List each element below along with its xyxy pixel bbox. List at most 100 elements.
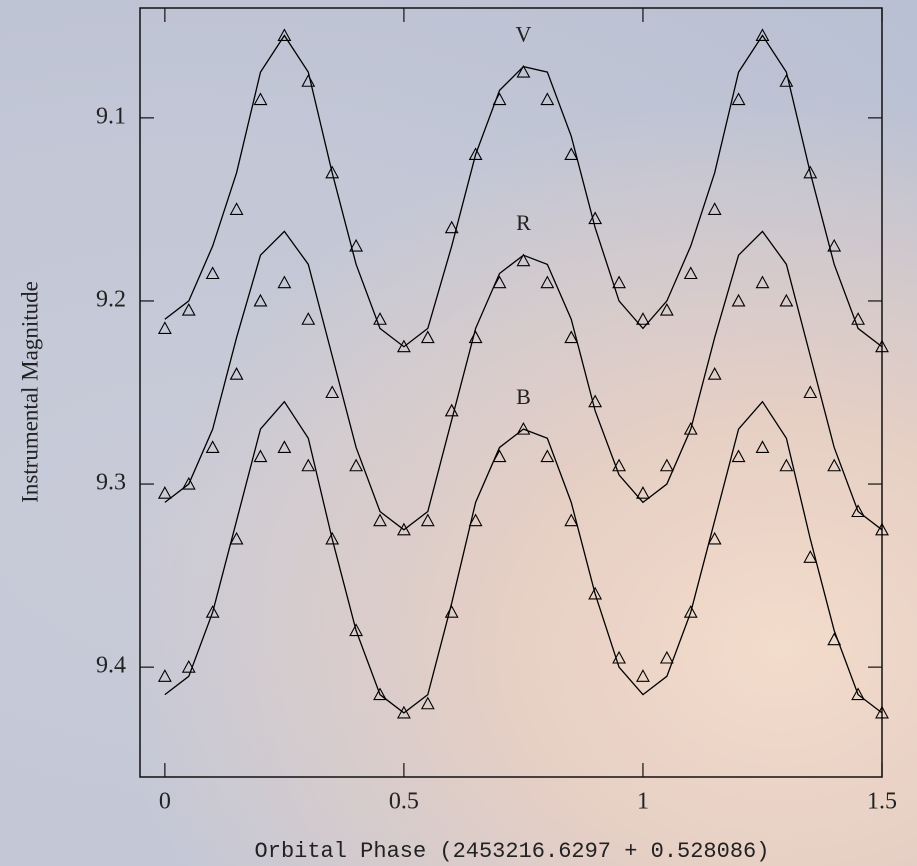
data-point: [755, 440, 770, 453]
data-point: [301, 74, 316, 87]
data-point: [636, 669, 650, 682]
band-label: V: [515, 22, 531, 47]
data-point: [181, 659, 196, 673]
data-point: [683, 605, 698, 618]
data-point: [875, 339, 889, 353]
data-point: [851, 312, 866, 325]
data-point: [612, 650, 626, 664]
x-tick-label: 0: [159, 789, 171, 815]
data-point: [301, 458, 316, 472]
data-point: [373, 513, 387, 527]
band-label: R: [516, 210, 531, 235]
data-point: [731, 92, 746, 106]
data-point: [516, 64, 531, 78]
data-point: [253, 92, 268, 106]
data-point: [516, 421, 531, 435]
data-point: [157, 486, 172, 499]
data-point: [564, 513, 579, 527]
data-point: [492, 92, 507, 106]
data-point: [420, 696, 435, 710]
data-point: [205, 605, 220, 618]
data-point: [540, 449, 555, 463]
y-tick-label: 9.3: [96, 470, 126, 496]
data-point: [707, 367, 722, 380]
model-curve: [164, 34, 883, 348]
data-point: [875, 705, 889, 719]
model-curve: [164, 400, 883, 714]
data-point: [181, 476, 196, 490]
data-point: [540, 275, 555, 289]
data-point: [827, 632, 842, 646]
x-tick-label: 1.5: [867, 789, 897, 815]
data-point: [205, 440, 220, 453]
data-point: [731, 293, 746, 307]
data-point: [325, 385, 340, 399]
x-tick-label: 1: [637, 789, 649, 815]
data-point: [277, 275, 292, 289]
data-point: [349, 623, 364, 637]
data-point: [731, 449, 746, 463]
data-point: [396, 522, 411, 536]
data-point: [755, 275, 770, 289]
data-point: [253, 449, 268, 463]
data-point: [301, 312, 316, 325]
data-point: [229, 367, 244, 380]
data-point: [612, 458, 626, 472]
data-point: [779, 458, 794, 472]
data-point: [492, 275, 507, 289]
data-point: [755, 28, 770, 42]
model-curve: [164, 230, 883, 531]
data-point: [181, 302, 196, 316]
x-axis-title: Orbital Phase (2453216.6297 + 0.528086): [255, 839, 770, 864]
data-point: [444, 220, 459, 234]
data-point: [636, 486, 650, 499]
data-point: [803, 550, 818, 563]
data-point: [779, 74, 794, 87]
data-point: [277, 440, 292, 453]
data-point: [492, 449, 507, 463]
data-point: [420, 513, 435, 527]
data-point: [157, 669, 172, 682]
data-point: [683, 421, 698, 435]
data-point: [659, 302, 674, 316]
data-point: [373, 687, 387, 701]
data-point: [683, 266, 698, 280]
data-point: [851, 504, 866, 518]
y-axis-title: Instrumental Magnitude: [17, 281, 42, 503]
data-point: [540, 92, 555, 106]
data-point: [659, 458, 674, 472]
data-point: [468, 330, 483, 344]
data-point: [803, 385, 818, 399]
y-tick-label: 9.4: [96, 653, 126, 679]
data-point: [396, 339, 411, 353]
data-point: [468, 513, 483, 527]
x-tick-label: 0.5: [389, 789, 419, 815]
data-point: [420, 330, 435, 344]
data-point: [588, 211, 603, 225]
data-point: [779, 293, 794, 307]
data-point: [468, 147, 483, 161]
data-point: [827, 238, 842, 252]
data-point: [851, 687, 866, 701]
data-point: [396, 705, 411, 719]
data-point: [325, 531, 340, 545]
data-point: [659, 650, 674, 664]
y-tick-label: 9.2: [96, 286, 126, 312]
data-point: [349, 458, 364, 472]
data-point: [277, 28, 292, 42]
data-point: [205, 266, 220, 280]
data-point: [636, 312, 650, 325]
data-point: [588, 394, 603, 408]
data-point: [707, 531, 722, 545]
data-point: [444, 403, 459, 417]
band-label: B: [516, 384, 531, 409]
data-point: [229, 531, 244, 545]
data-point: [588, 586, 603, 600]
data-point: [707, 202, 722, 215]
data-point: [564, 147, 579, 161]
data-point: [349, 238, 364, 252]
data-point: [803, 165, 818, 179]
data-point: [516, 253, 531, 267]
